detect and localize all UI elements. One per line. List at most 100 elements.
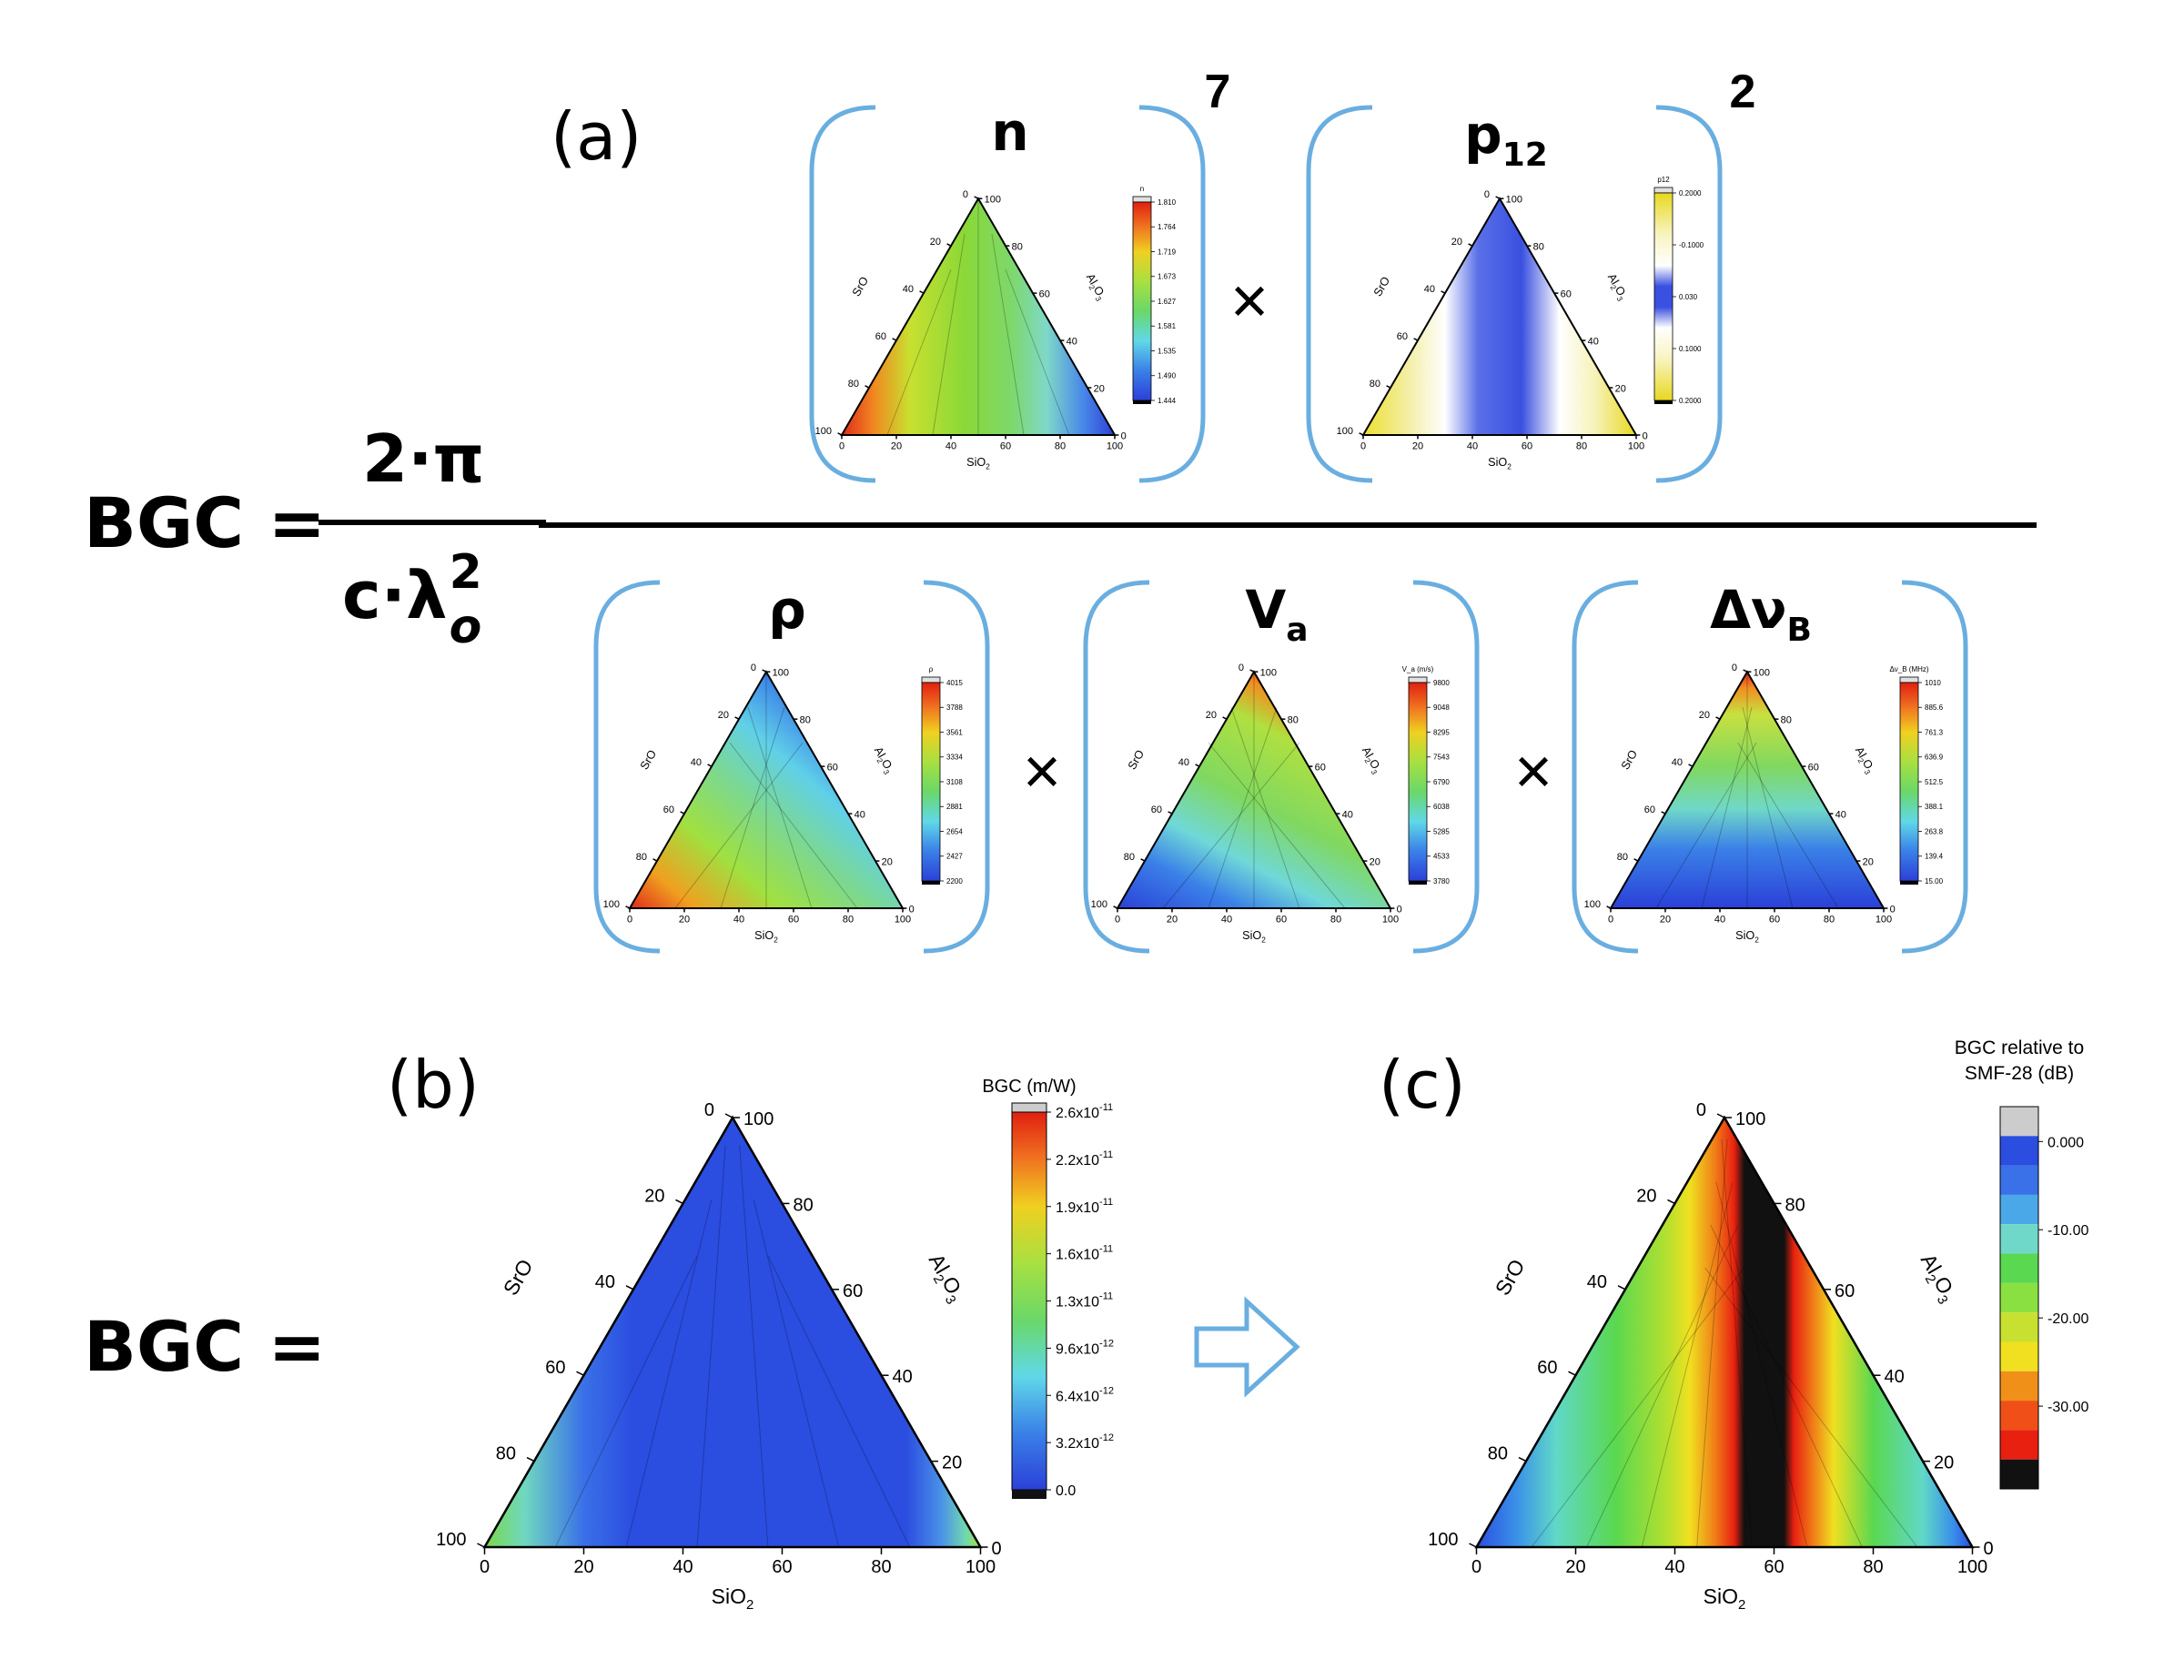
panel-dvb-right-axis-sub3: 3 [1863,768,1872,776]
arrow-right-icon [1194,1296,1300,1398]
panel-b-colorbar-tick-exp: -11 [1099,1291,1113,1302]
panel-dvb-colorbar-cap [1899,676,1919,683]
panel-dvb-right-tick-label: 40 [1835,809,1846,820]
panel-rho-colorbar-tick-label: 3561 [946,728,963,736]
panel-b-colorbar-tick-exp: -12 [1099,1338,1114,1349]
panel-dvb-right-tick-label: 100 [1754,668,1770,679]
panel-dvb-left-tick-label: 60 [1644,805,1655,815]
panel-va-left-bracket [1083,580,1150,954]
panel-dvb-left-tick-label: 40 [1672,757,1683,768]
panel-rho-colorbar-floor [922,881,940,885]
panel-n-right-tick-label: 100 [985,195,1001,206]
panel-b-bottom-tick-label: 40 [672,1557,693,1577]
panel-p12-left-tick [1441,290,1446,294]
panel-b-right-tick-label: 60 [843,1281,863,1301]
panel-dvb-right-bracket [1901,580,1968,954]
panel-b-contour-line [554,1255,698,1548]
panel-p12-left-tick-label: 60 [1397,331,1408,342]
panel-b-left-tick-label: 20 [644,1186,664,1206]
panel-va-left-tick [1222,716,1228,720]
panel-c-right-tick-label: 60 [1835,1281,1855,1301]
panel-c-label: (c) [1379,1047,1466,1123]
panel-b-right-tick-label: 20 [942,1453,962,1473]
panel-va-bottom-tick-label: 100 [1382,914,1399,925]
panel-c-colorbar-step [2000,1253,2038,1283]
panel-rho-left-tick-label: 100 [603,899,620,910]
panel-p12-left-tick-label: 100 [1337,426,1353,437]
panel-n-left-tick [974,196,979,199]
panel-va-right-tick-label: 0 [1397,904,1402,915]
panel-c-bottom-tick-label: 80 [1863,1557,1883,1577]
panel-va-right-axis-sub3: 3 [1370,768,1379,776]
panel-va-bottom-tick-label: 0 [1115,914,1120,925]
panel-dvb-right-axis-sub: 2 [1855,757,1865,765]
panel-rho-colorbar-tick-label: 2427 [946,853,963,861]
panel-c-bottom-tick-label: 20 [1565,1557,1585,1577]
panel-rho-right-axis-title: Al2O3 [870,744,896,776]
panel-dvb-bottom-axis-title: SiO2 [1735,929,1759,944]
panel-va-title-sub: a [1286,612,1308,649]
panel-dvb-bottom-tick-label: 0 [1608,914,1613,925]
panel-rho-left-bracket [593,580,661,954]
panel-c-contour-line [1710,1224,1863,1548]
panel-rho-bottom-tick-label: 0 [627,914,632,925]
panel-b-right-tick-label: 80 [794,1195,814,1215]
panel-va-bottom-tick-label: 40 [1221,914,1232,925]
panel-dvb-colorbar-tick-label: 512.5 [1925,778,1944,786]
panel-n-left-axis-title: SrO [850,275,871,299]
panel-n-left-tick [946,243,952,247]
panel-n-contour-line [932,234,966,436]
panel-p12-left-tick [1468,243,1473,247]
panel-n-bottom-tick-label: 0 [839,440,844,451]
panel-va-triangle [1116,670,1392,909]
panel-va-colorbar-cap [1408,676,1428,683]
panel-dvb-bottom-tick-label: 80 [1824,914,1835,925]
panel-c-colorbar-step [2000,1165,2038,1195]
panel-b-left-tick [526,1456,535,1462]
panel-n-bottom-axis-title: SiO2 [966,456,990,471]
panel-p12-left-tick [1386,385,1391,389]
panel-c-colorbar-tick-label: -30.00 [2048,1400,2088,1415]
panel-n-colorbar-tick-label: 1.627 [1158,298,1177,306]
panel-va-left-tick-label: 20 [1206,710,1217,721]
panel-b-contour-line [625,1199,713,1548]
panel-b-triangle [482,1115,983,1549]
panel-n-right-tick-label: 80 [1012,242,1023,253]
panel-va-colorbar-bar [1408,682,1428,882]
panel-c-left-tick [1469,1543,1477,1548]
panel-p12-colorbar-title: p12 [1657,176,1670,184]
panel-va-bottom-tick-label: 20 [1167,914,1178,925]
panel-p12-bottom-tick-label: 100 [1628,440,1644,451]
panel-p12-bottom-axis-title: SiO2 [1488,456,1512,471]
panel-b-colorbar-floor [1012,1490,1046,1499]
panel-n-right-axis-sub3: 3 [1094,295,1103,303]
panel-c-left-tick-label: 40 [1587,1272,1607,1292]
panel-c-left-tick [1716,1113,1725,1118]
panel-rho-left-tick-label: 40 [691,757,702,768]
panel-rho-left-tick [762,669,767,673]
panel-rho-right-bracket [923,580,990,954]
panel-n-colorbar-floor [1133,400,1151,404]
panel-c-colorbar-step [2000,1312,2038,1342]
panel-dvb-colorbar-tick-label: 139.4 [1925,853,1944,861]
panel-n-exponent: 7 [1205,66,1231,118]
panel-va-left-tick [1113,906,1118,909]
panel-c-colorbar-step [2000,1282,2038,1313]
panel-va-bottom-axis-title: SiO2 [1242,929,1266,944]
panel-rho-left-tick [707,764,713,767]
panel-b-left-tick-label: 80 [496,1444,516,1464]
panel-p12-right-axis-title: Al2O3 [1603,271,1630,303]
panel-c-left-tick [1667,1199,1675,1205]
panel-dvb-left-tick-label: 80 [1617,852,1628,863]
panel-n-bottom-tick-label: 80 [1055,440,1066,451]
panel-b-colorbar-tick-exp: -11 [1099,1149,1113,1160]
panel-n-right-axis-title: Al2O3 [1082,271,1108,303]
panel-b-bottom-tick-label: 80 [871,1557,891,1577]
panel-c-contour-line [1531,1267,1744,1548]
panel-va-bottom-axis-sub: 2 [1261,936,1266,944]
panel-va-right-bracket [1412,580,1480,954]
panel-c-colorbar-step [2000,1224,2038,1254]
panel-dvb-colorbar-tick-label: 388.1 [1925,803,1944,811]
panel-va-title: Va [1245,579,1308,649]
panel-dvb-colorbar-tick-label: 636.9 [1925,754,1944,762]
